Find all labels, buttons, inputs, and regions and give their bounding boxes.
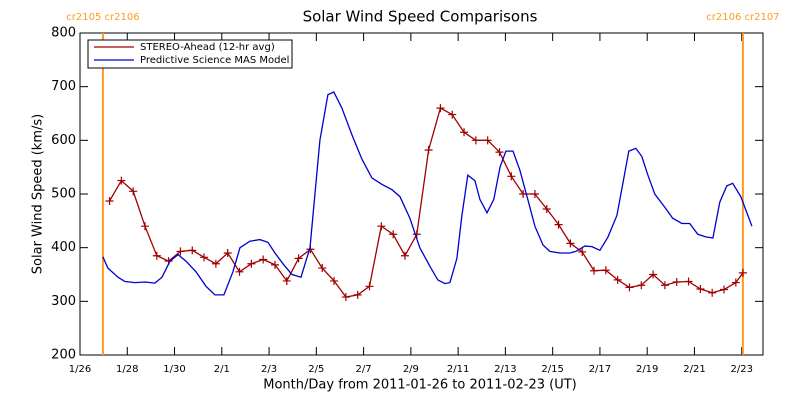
data-point [365,282,374,291]
data-point [590,266,599,275]
legend-label: STEREO-Ahead (12-hr avg) [140,42,275,53]
data-point [259,255,268,264]
x-tick-label: 2/13 [494,364,516,375]
data-point [731,278,740,287]
x-tick-label: 2/7 [356,364,372,375]
x-tick-label: 2/17 [589,364,611,375]
x-tick-label: 2/1 [214,364,230,375]
data-point [720,285,729,294]
x-tick-label: 2/11 [447,364,469,375]
data-point [176,247,185,256]
data-point [660,281,669,290]
data-point [389,230,398,239]
data-point [613,275,622,284]
data-point [200,253,209,262]
y-tick-label: 300 [51,294,76,309]
data-point [294,254,303,263]
data-point [637,281,646,290]
data-point [341,293,350,302]
y-tick-label: 200 [51,348,76,363]
data-point [400,251,409,260]
data-point [377,222,386,231]
data-point [117,176,126,185]
data-point [270,260,279,269]
y-tick-label: 700 [51,79,76,94]
data-point [424,145,433,154]
x-tick-label: 2/15 [541,364,563,375]
data-point [738,268,747,277]
data-point [152,251,161,260]
data-point [247,259,256,268]
data-point [542,205,551,214]
x-tick-label: 1/26 [69,364,91,375]
data-point [495,148,504,157]
data-point [625,283,634,292]
x-tick-label: 1/28 [116,364,138,375]
data-point [235,267,244,276]
data-point [188,246,197,255]
data-point [223,249,232,258]
data-point [460,128,469,137]
x-tick-label: 2/3 [261,364,277,375]
data-point [578,247,587,256]
data-point [649,270,658,279]
chart-title: Solar Wind Speed Comparisons [303,8,538,26]
data-point [282,276,291,285]
data-point [129,187,138,196]
x-tick-label: 2/23 [730,364,752,375]
data-point [530,190,539,198]
data-point [507,172,516,181]
data-point [483,136,492,145]
x-tick-label: 2/9 [403,364,419,375]
y-tick-label: 600 [51,133,76,148]
y-tick-label: 800 [51,26,76,41]
carrington-label: cr2105 cr2106 [66,12,139,23]
data-point [672,278,681,287]
data-point [105,196,114,205]
data-point [566,239,575,248]
x-tick-label: 2/21 [683,364,705,375]
data-point [471,136,480,145]
legend-box [87,39,293,69]
x-tick-label: 2/5 [308,364,324,375]
series-line [102,91,753,296]
data-point [353,290,362,299]
data-point [436,104,445,113]
data-point [708,288,717,297]
y-tick-label: 400 [51,240,76,255]
data-point [448,110,457,119]
data-point [140,222,149,231]
y-axis-label: Solar Wind Speed (km/s) [31,114,46,274]
x-tick-label: 2/19 [636,364,658,375]
data-point [696,284,705,293]
data-point [601,266,610,275]
data-point [554,220,563,229]
y-tick-label: 500 [51,187,76,202]
data-point [684,277,693,286]
legend-label: Predictive Science MAS Model [140,55,289,66]
x-axis-label: Month/Day from 2011-01-26 to 2011-02-23 … [263,378,576,393]
x-tick-label: 1/30 [163,364,185,375]
carrington-label: cr2106 cr2107 [706,12,779,23]
data-point [211,259,220,268]
data-point [318,264,327,273]
data-point [330,276,339,285]
